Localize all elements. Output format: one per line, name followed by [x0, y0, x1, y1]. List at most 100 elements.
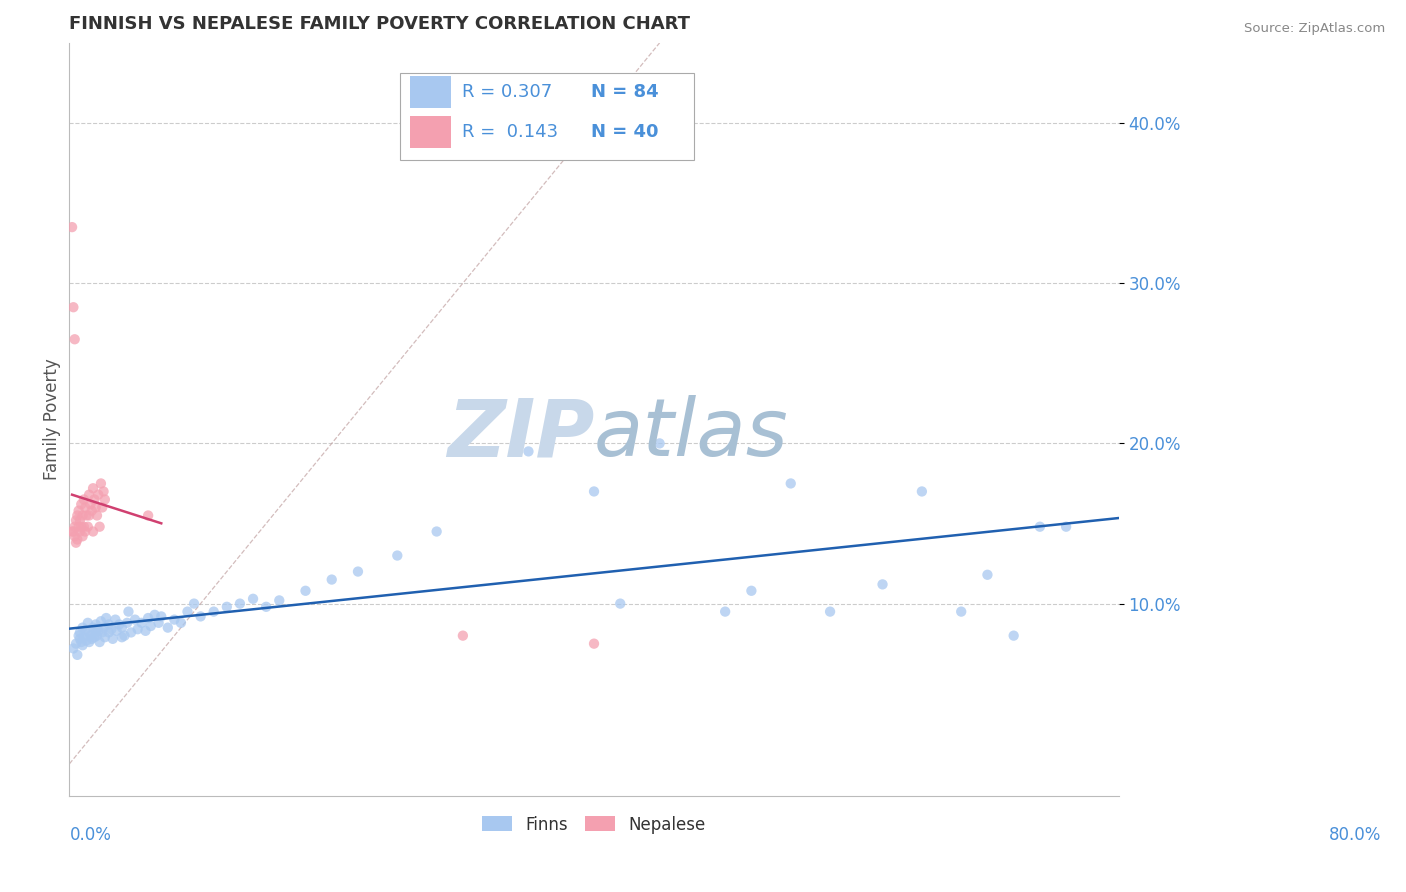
- Point: [73, 630, 96, 644]
- Point: [82, 621, 104, 635]
- Point: [72, 638, 94, 652]
- Point: [648, 436, 671, 450]
- Point: [111, 630, 134, 644]
- Point: [101, 632, 124, 646]
- Point: [63, 519, 86, 533]
- Point: [170, 615, 193, 630]
- Point: [136, 508, 159, 523]
- Point: [84, 625, 107, 640]
- Point: [80, 632, 103, 646]
- Point: [76, 519, 98, 533]
- Text: N = 40: N = 40: [591, 123, 658, 141]
- Point: [183, 597, 205, 611]
- Point: [143, 607, 166, 622]
- Point: [83, 630, 105, 644]
- Point: [70, 635, 93, 649]
- Point: [77, 625, 100, 640]
- Point: [86, 629, 108, 643]
- Text: R = 0.307: R = 0.307: [461, 83, 553, 101]
- Point: [269, 593, 291, 607]
- Point: [75, 524, 97, 539]
- Point: [69, 513, 91, 527]
- Point: [387, 549, 409, 563]
- Point: [75, 624, 97, 638]
- Legend: Finns, Nepalese: Finns, Nepalese: [475, 809, 713, 840]
- Point: [1002, 629, 1025, 643]
- Point: [72, 508, 94, 523]
- Point: [609, 597, 631, 611]
- Point: [1054, 519, 1077, 533]
- Point: [115, 615, 138, 630]
- Point: [72, 621, 94, 635]
- Point: [67, 629, 90, 643]
- Point: [91, 625, 114, 640]
- Point: [976, 567, 998, 582]
- Point: [176, 605, 198, 619]
- Point: [911, 484, 934, 499]
- Point: [582, 484, 605, 499]
- Point: [97, 625, 120, 640]
- Point: [104, 613, 127, 627]
- Point: [108, 617, 131, 632]
- Point: [93, 621, 115, 635]
- Point: [714, 605, 737, 619]
- Point: [872, 577, 894, 591]
- Point: [90, 614, 112, 628]
- Text: 0.0%: 0.0%: [69, 826, 111, 844]
- Text: atlas: atlas: [593, 395, 789, 474]
- Point: [62, 641, 84, 656]
- Point: [76, 615, 98, 630]
- Point: [517, 444, 540, 458]
- Point: [1029, 519, 1052, 533]
- Y-axis label: Family Poverty: Family Poverty: [44, 359, 60, 480]
- Point: [100, 622, 122, 636]
- Point: [111, 621, 134, 635]
- Point: [79, 629, 101, 643]
- Point: [294, 583, 316, 598]
- Point: [77, 508, 100, 523]
- Point: [215, 599, 238, 614]
- Point: [65, 637, 87, 651]
- Point: [347, 565, 370, 579]
- Point: [63, 529, 86, 543]
- Point: [254, 599, 277, 614]
- Point: [65, 513, 87, 527]
- Point: [94, 492, 117, 507]
- Point: [80, 504, 103, 518]
- Point: [82, 524, 104, 539]
- Point: [83, 492, 105, 507]
- Point: [67, 504, 90, 518]
- Point: [70, 497, 93, 511]
- Point: [65, 535, 87, 549]
- Point: [73, 519, 96, 533]
- Point: [148, 615, 170, 630]
- Point: [82, 481, 104, 495]
- Text: 80.0%: 80.0%: [1329, 826, 1381, 844]
- Point: [229, 597, 252, 611]
- Point: [114, 629, 136, 643]
- Point: [76, 508, 98, 523]
- Point: [139, 619, 162, 633]
- Point: [89, 635, 111, 649]
- Point: [127, 622, 149, 636]
- Text: R =  0.143: R = 0.143: [461, 123, 558, 141]
- Point: [60, 524, 83, 539]
- Point: [60, 220, 83, 235]
- Point: [91, 500, 114, 515]
- Point: [93, 484, 115, 499]
- Point: [131, 615, 153, 630]
- Point: [950, 605, 973, 619]
- Text: Source: ZipAtlas.com: Source: ZipAtlas.com: [1244, 22, 1385, 36]
- FancyBboxPatch shape: [411, 76, 451, 108]
- Point: [72, 529, 94, 543]
- Point: [66, 648, 89, 662]
- Point: [84, 500, 107, 515]
- Point: [70, 519, 93, 533]
- Point: [451, 629, 474, 643]
- Point: [818, 605, 841, 619]
- Point: [66, 533, 89, 547]
- Point: [96, 611, 118, 625]
- Point: [69, 625, 91, 640]
- Point: [582, 637, 605, 651]
- FancyBboxPatch shape: [399, 73, 693, 160]
